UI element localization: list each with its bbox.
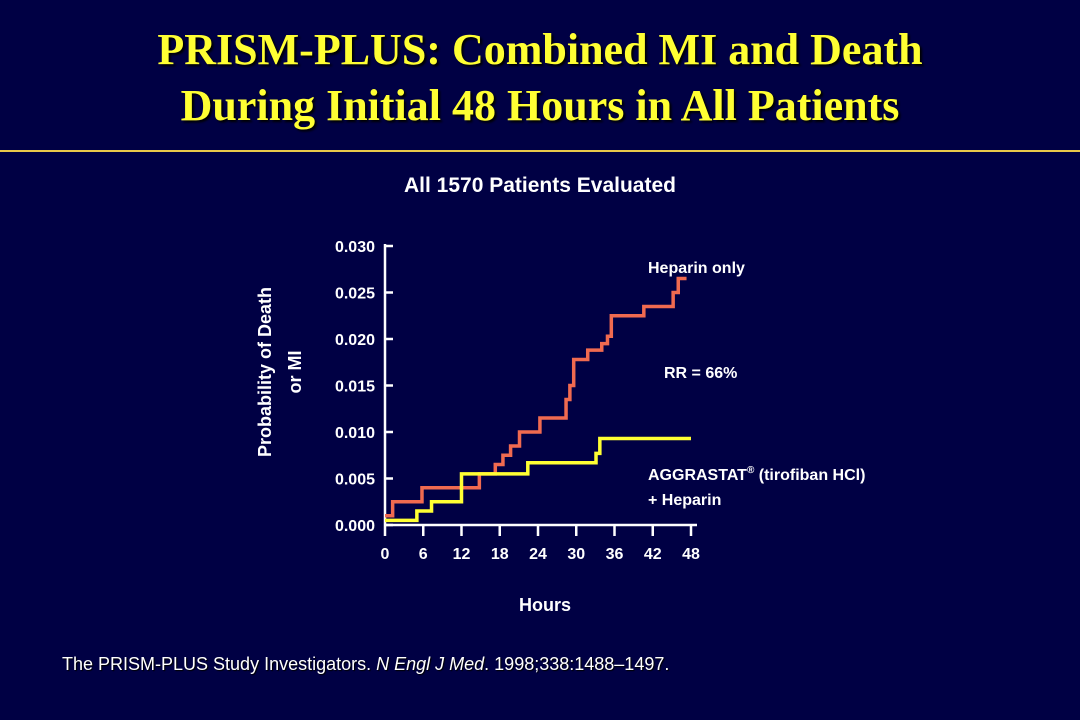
slide-title: PRISM-PLUS: Combined MI and Death During… — [0, 22, 1080, 134]
title-line-2: During Initial 48 Hours in All Patients — [180, 81, 900, 130]
chart-labels: Probability of Death or MI Hours Heparin… — [255, 260, 865, 615]
registered-mark: ® — [747, 465, 755, 476]
x-tick-label: 6 — [419, 546, 428, 563]
x-tick-label: 18 — [491, 546, 509, 563]
y-axis-label-line-1: Probability of Death — [255, 287, 275, 457]
y-tick-label: 0.025 — [335, 286, 375, 303]
heparin-series-label: Heparin only — [648, 260, 745, 277]
aggrastat-heparin-series-line — [385, 436, 691, 523]
y-tick-label: 0.000 — [335, 518, 375, 535]
x-tick-label: 48 — [682, 546, 700, 563]
chart-axes: 0.000 0.005 0.010 0.015 0.020 0.025 0.030 0 6 12 1… — [335, 239, 700, 563]
x-axis-label: Hours — [519, 595, 571, 615]
citation-authors: The PRISM-PLUS Study Investigators. — [62, 654, 377, 674]
aggrastat-drug: (tirofiban HCl) — [754, 467, 865, 484]
chart-series — [385, 276, 691, 523]
y-axis-label-line-2: or MI — [285, 351, 305, 394]
aggrastat-name: AGGRASTAT — [648, 467, 747, 484]
x-tick-label: 30 — [567, 546, 585, 563]
title-divider — [0, 150, 1080, 152]
title-line-1: PRISM-PLUS: Combined MI and Death — [157, 25, 923, 74]
x-tick-label: 12 — [453, 546, 471, 563]
chart-subtitle: All 1570 Patients Evaluated — [404, 174, 676, 197]
x-tick-label: 42 — [644, 546, 662, 563]
x-tick-label: 0 — [381, 546, 390, 563]
y-tick-label: 0.005 — [335, 472, 375, 489]
aggrastat-series-label-line-1: AGGRASTAT® (tirofiban HCl) — [648, 465, 865, 484]
x-tick-label: 36 — [606, 546, 624, 563]
heparin-only-series-line — [385, 276, 687, 518]
x-tick-label: 24 — [529, 546, 547, 563]
citation-details: . 1998;338:1488–1497. — [484, 654, 670, 674]
y-tick-label: 0.030 — [335, 239, 375, 256]
y-tick-label: 0.020 — [335, 332, 375, 349]
citation: The PRISM-PLUS Study Investigators. N En… — [62, 654, 669, 675]
y-tick-label: 0.010 — [335, 425, 375, 442]
citation-journal: N Engl J Med — [376, 654, 485, 674]
aggrastat-series-label-line-2: + Heparin — [648, 492, 721, 509]
rr-annotation: RR = 66% — [664, 365, 737, 382]
y-tick-label: 0.015 — [335, 379, 375, 396]
